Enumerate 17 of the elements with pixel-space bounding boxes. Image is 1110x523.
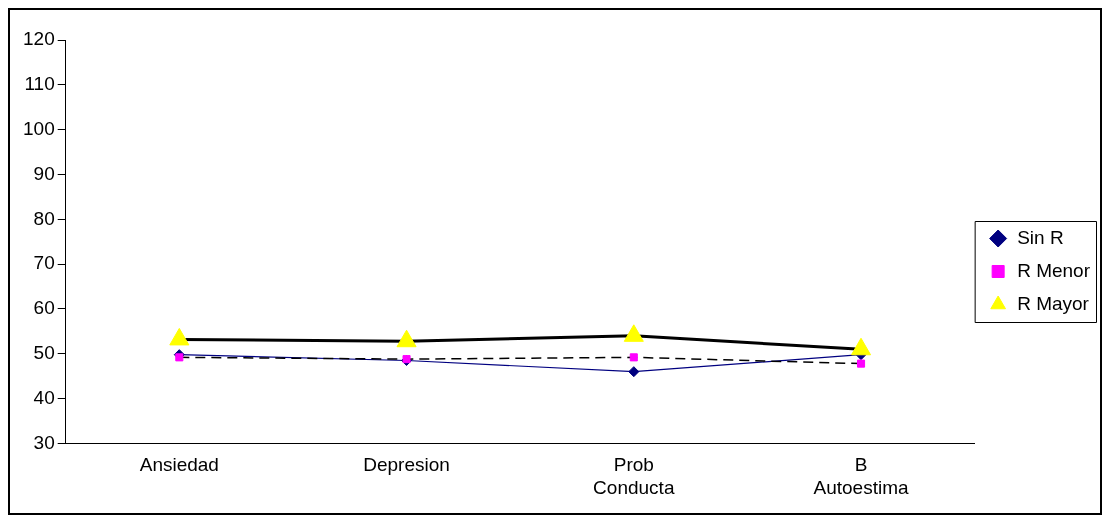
y-tick-label: 80 [33,207,55,229]
y-tick-label: 60 [33,297,55,319]
legend-label: Sin R [1017,226,1064,248]
y-tick-label: 40 [33,386,55,408]
x-tick-label: B Autoestima [813,454,909,498]
x-tick-label: Prob Conducta [593,454,675,498]
y-tick-label: 110 [24,73,55,95]
y-tick-label: 100 [23,117,55,139]
y-tick-label: 50 [33,341,55,363]
legend-label: R Menor [1017,259,1091,281]
x-tick-label: Ansiedad [139,454,219,476]
legend-label: R Mayor [1017,292,1090,314]
y-tick-label: 120 [23,28,55,50]
y-tick-label: 30 [33,431,55,453]
x-tick-label: Depresion [363,454,450,476]
y-tick-label: 70 [33,252,55,274]
y-tick-label: 90 [33,162,55,184]
